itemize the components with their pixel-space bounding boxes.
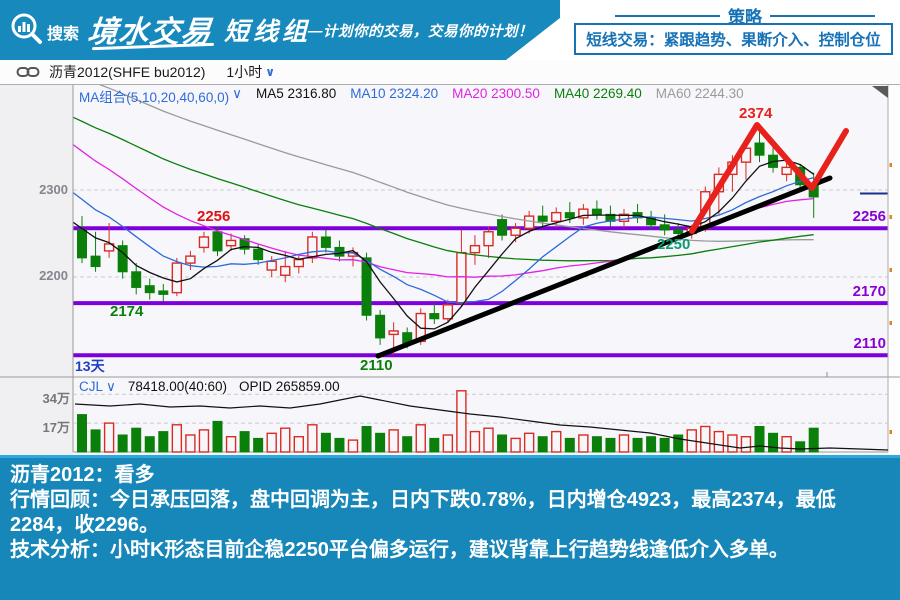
link-icon[interactable] [16,65,40,79]
chart-annotation-2110: 2110 [853,335,886,352]
ma-indicator-row: MA组合(5,10,20,40,60,0) ∨ MA5 2316.80 MA10… [79,86,744,106]
chart-toolbar: 沥青2012(SHFE bu2012) 1小时 ∨ [0,60,900,85]
analysis-headline: 沥青2012：看多 [10,464,155,486]
chevron-down-icon: ∨ [106,379,116,394]
cjl-label: CJL [79,379,104,394]
chart-annotation-2256: 2256 [852,208,886,225]
banner-group-name: 短线组 [224,18,312,46]
chart-annotation-2170: 2170 [852,283,886,300]
banner-search-label: 搜索 [47,26,80,43]
chart-annotation-2110: 2110 [360,357,393,374]
chart-area[interactable]: MA组合(5,10,20,40,60,0) ∨ MA5 2316.80 MA10… [0,85,900,455]
strategy-panel: 策略 短线交易：紧跟趋势、果断介入、控制仓位 [560,0,900,60]
strategy-text: 短线交易：紧跟趋势、果断介入、控制仓位 [586,32,881,49]
strategy-title: 策略 [728,8,762,27]
timeframe-selector[interactable]: 1小时 ∨ [226,62,275,82]
chart-annotation-2174: 2174 [110,303,144,320]
price-axis-label: 2300 [39,182,68,197]
divider-line [615,14,720,17]
cjl-indicator-selector[interactable]: CJL ∨ [79,379,116,395]
timeframe-label: 1小时 [226,64,263,80]
opid-value: OPID 265859.00 [239,379,340,394]
chevron-down-icon: ∨ [232,86,242,101]
brand-banner: 搜索 境水交易 短线组 —计划你的交易，交易你的计划！ [0,0,583,60]
divider-line [770,14,875,17]
ma10-value: MA10 2324.20 [350,86,439,101]
search-magnifier-logo-icon [8,11,44,54]
ma20-value: MA20 2300.50 [452,86,540,101]
ma60-value: MA60 2244.30 [655,86,744,101]
chevron-down-icon: ∨ [265,65,275,79]
chart-annotation-13天: 13天 [75,358,105,374]
ma5-value: MA5 2316.80 [255,86,337,101]
analysis-review: 行情回顾：今日承压回落，盘中回调为主，日内下跌0.78%，日内增仓4923，最高… [10,489,836,536]
chart-annotation-2374: 2374 [739,105,773,122]
ma-group-label: MA组合(5,10,20,40,60,0) [79,90,230,105]
chart-annotation-2250: 2250 [657,236,691,253]
ma-group-selector[interactable]: MA组合(5,10,20,40,60,0) ∨ [79,86,242,106]
price-axis-label: 2200 [39,268,68,283]
strategy-title-row: 策略 [615,3,875,28]
volume-axis-label: 34万 [42,391,70,406]
cjl-value: 78418.00(40:60) [127,379,227,394]
strategy-box: 短线交易：紧跟趋势、果断介入、控制仓位 [574,23,893,55]
volume-indicator-row: CJL ∨ 78418.00(40:60) OPID 265859.00 [79,379,340,395]
analysis-panel: 沥青2012：看多 行情回顾：今日承压回落，盘中回调为主，日内下跌0.78%，日… [0,455,900,600]
candlestick-chart-svg[interactable] [0,85,900,455]
symbol-label: 沥青2012(SHFE bu2012) [49,64,206,80]
banner-slogan: —计划你的交易，交易你的计划！ [308,24,533,40]
volume-axis-label: 17万 [42,420,70,435]
top-banner: 搜索 境水交易 短线组 —计划你的交易，交易你的计划！ 策略 短线交易：紧跟趋势… [0,0,900,60]
chart-annotation-2256: 2256 [197,208,231,225]
analysis-technical: 技术分析：小时K形态目前企稳2250平台偏多运行，建议背靠上行趋势线逢低介入多单… [10,539,789,561]
ma40-value: MA40 2269.40 [553,86,642,101]
